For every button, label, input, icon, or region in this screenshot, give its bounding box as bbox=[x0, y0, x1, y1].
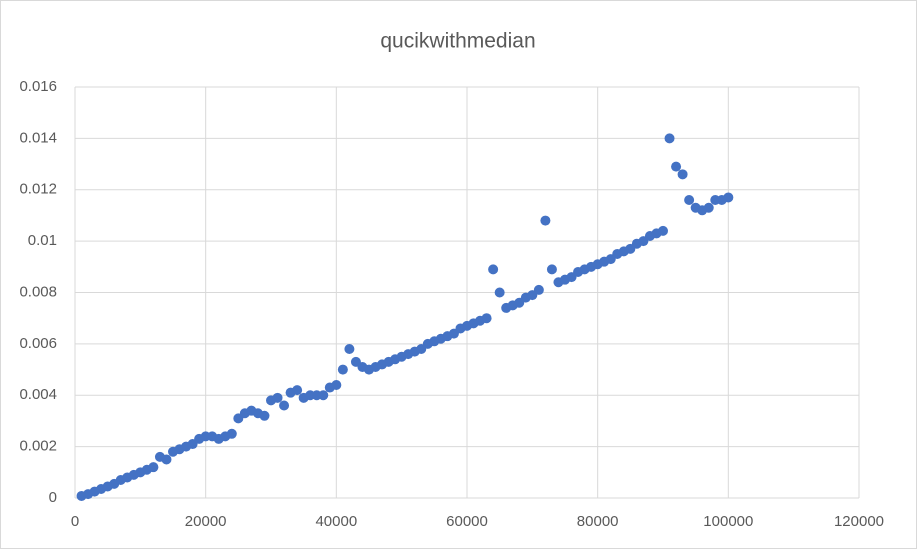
x-tick-label: 100000 bbox=[703, 513, 753, 530]
point bbox=[494, 287, 505, 298]
y-tick-label: 0.002 bbox=[19, 438, 57, 455]
point bbox=[148, 462, 159, 473]
point bbox=[226, 428, 237, 439]
point bbox=[331, 379, 342, 390]
point bbox=[671, 161, 682, 172]
point bbox=[540, 215, 551, 226]
point bbox=[546, 264, 557, 275]
point bbox=[318, 390, 329, 401]
point bbox=[279, 400, 290, 411]
point bbox=[533, 284, 544, 295]
y-tick-label: 0.006 bbox=[19, 335, 57, 352]
x-tick-label: 80000 bbox=[577, 513, 619, 530]
point bbox=[723, 192, 734, 203]
point bbox=[272, 392, 283, 403]
y-tick-label: 0.014 bbox=[19, 129, 57, 146]
point bbox=[337, 364, 348, 375]
y-tick-label: 0.016 bbox=[19, 78, 57, 95]
y-tick-label: 0.004 bbox=[19, 386, 57, 403]
point bbox=[344, 344, 355, 355]
point bbox=[259, 410, 270, 421]
point bbox=[677, 169, 688, 180]
point bbox=[684, 195, 695, 206]
y-tick-label: 0.01 bbox=[28, 232, 57, 249]
chart-title: qucikwithmedian bbox=[380, 30, 535, 53]
y-tick-label: 0.012 bbox=[19, 181, 57, 198]
point bbox=[658, 225, 668, 236]
point bbox=[161, 454, 172, 465]
y-tick-label: 0.008 bbox=[19, 283, 57, 300]
point bbox=[488, 264, 499, 275]
point bbox=[292, 385, 303, 396]
point bbox=[664, 133, 675, 144]
x-tick-label: 0 bbox=[71, 513, 79, 530]
x-tick-label: 60000 bbox=[446, 513, 488, 530]
y-tick-label: 0 bbox=[49, 489, 57, 506]
x-tick-label: 120000 bbox=[834, 513, 884, 530]
point bbox=[481, 313, 492, 324]
x-tick-label: 40000 bbox=[315, 513, 357, 530]
point bbox=[703, 202, 714, 213]
x-tick-label: 20000 bbox=[185, 513, 227, 530]
